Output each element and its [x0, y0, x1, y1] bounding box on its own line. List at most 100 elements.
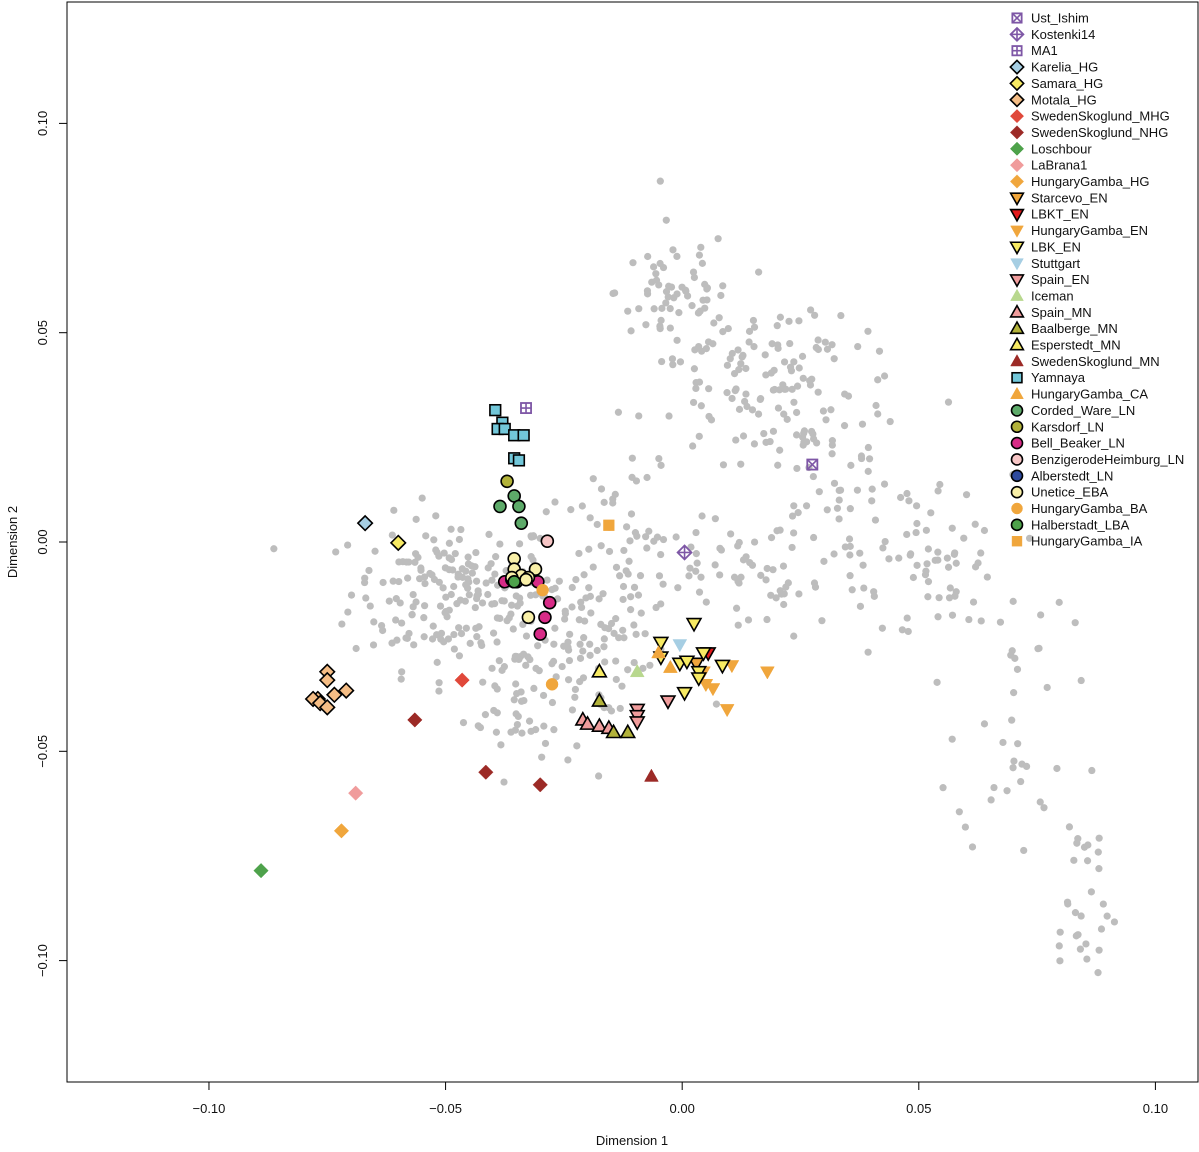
background-point	[864, 443, 872, 452]
background-point	[488, 600, 496, 608]
background-point	[814, 345, 822, 354]
legend-marker	[1009, 320, 1025, 335]
background-point	[379, 626, 387, 635]
background-point	[487, 560, 495, 568]
data-point	[533, 627, 548, 641]
background-point	[742, 390, 750, 398]
background-point	[1071, 909, 1080, 917]
data-point	[698, 679, 714, 693]
background-point	[786, 339, 794, 348]
background-point	[835, 515, 843, 523]
legend-marker	[1009, 75, 1025, 92]
background-point	[969, 598, 978, 606]
background-point	[846, 505, 854, 513]
background-point	[767, 369, 775, 377]
background-point	[665, 412, 673, 420]
legend-label: Loschbour	[1031, 141, 1092, 156]
background-point	[449, 566, 457, 574]
background-point	[690, 365, 698, 373]
background-point	[673, 252, 681, 261]
background-point	[580, 571, 588, 579]
background-point	[934, 487, 942, 495]
background-point	[659, 535, 668, 544]
background-point	[609, 289, 617, 298]
background-point	[1103, 912, 1111, 920]
background-point	[457, 525, 465, 534]
legend-label: HungaryGamba_EN	[1031, 223, 1148, 238]
background-point	[586, 514, 594, 522]
background-point	[846, 551, 854, 559]
background-point	[924, 578, 933, 586]
background-point	[945, 594, 954, 602]
background-point	[450, 645, 458, 653]
background-point	[776, 313, 784, 321]
background-point	[905, 497, 913, 505]
background-point	[903, 530, 911, 539]
background-point	[737, 360, 745, 368]
background-point	[702, 598, 710, 606]
background-point	[488, 664, 496, 672]
data-point	[356, 514, 374, 532]
background-point	[924, 593, 932, 601]
background-point	[795, 364, 803, 372]
background-point	[748, 406, 757, 414]
background-point	[856, 549, 864, 557]
background-point	[814, 336, 822, 344]
data-point	[337, 682, 355, 699]
background-point	[503, 617, 511, 625]
background-point	[600, 635, 608, 643]
background-point	[728, 394, 736, 403]
background-point	[1099, 900, 1107, 908]
background-point	[612, 657, 620, 665]
background-point	[576, 640, 584, 648]
background-point	[897, 493, 905, 502]
background-point	[390, 506, 398, 514]
background-point	[895, 554, 903, 562]
background-point	[767, 591, 775, 599]
background-point	[585, 584, 593, 592]
background-point	[697, 402, 705, 410]
background-point	[1056, 928, 1064, 936]
background-point	[1055, 942, 1063, 950]
background-point	[798, 352, 807, 360]
background-point	[990, 783, 998, 792]
x-tick-label: 0.05	[906, 1101, 931, 1116]
background-point	[1083, 955, 1091, 963]
background-point	[761, 351, 769, 359]
background-point	[675, 309, 683, 317]
background-point	[799, 374, 807, 382]
background-point	[712, 700, 721, 708]
background-point	[465, 591, 473, 599]
background-point	[577, 598, 585, 606]
background-point	[666, 304, 674, 313]
background-point	[898, 626, 906, 634]
background-point	[774, 404, 783, 412]
background-point	[630, 621, 638, 629]
background-point	[550, 640, 558, 648]
data-point	[685, 617, 703, 633]
background-point	[828, 341, 836, 349]
background-point	[802, 502, 811, 510]
background-point	[579, 674, 588, 682]
background-point	[624, 307, 632, 315]
series-hungarygamba-ia	[603, 519, 615, 531]
background-point	[795, 317, 803, 325]
series-loschbour	[253, 863, 269, 879]
series-yamnaya	[489, 403, 530, 467]
background-point	[693, 559, 701, 567]
background-point	[338, 620, 346, 628]
background-point	[968, 843, 977, 851]
legend-marker	[1010, 288, 1024, 301]
background-point	[361, 574, 369, 582]
background-point	[656, 259, 664, 268]
background-point	[657, 550, 665, 559]
x-tick-label: −0.05	[429, 1101, 462, 1116]
series-hungarygamba-hg	[333, 823, 350, 839]
background-point	[634, 591, 643, 599]
legend-entry: SwedenSkoglund_NHG	[1009, 125, 1168, 140]
series-hungarygamba-ba	[536, 583, 559, 691]
background-point	[864, 467, 872, 475]
legend-label: SwedenSkoglund_NHG	[1031, 125, 1168, 140]
background-point	[404, 574, 412, 582]
background-point	[723, 361, 732, 369]
